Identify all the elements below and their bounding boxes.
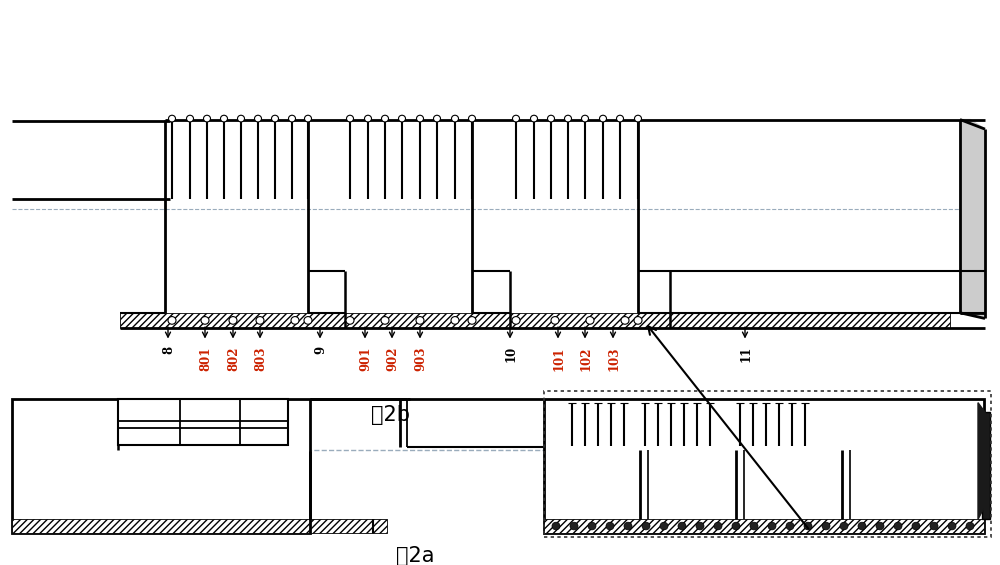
Circle shape (696, 522, 704, 530)
Bar (544, 399, 984, 533)
Circle shape (635, 115, 642, 122)
Circle shape (220, 115, 228, 122)
Circle shape (660, 522, 668, 530)
Circle shape (288, 115, 296, 122)
Circle shape (416, 316, 424, 324)
Circle shape (168, 316, 176, 324)
Circle shape (364, 115, 372, 122)
Circle shape (930, 522, 938, 530)
Polygon shape (978, 403, 985, 519)
Text: 图2a: 图2a (396, 546, 434, 565)
Text: 9: 9 (314, 346, 328, 354)
Text: 902: 902 (386, 346, 400, 371)
Circle shape (347, 115, 354, 122)
Circle shape (434, 115, 440, 122)
Circle shape (229, 316, 237, 324)
Bar (544, 391, 991, 537)
Circle shape (468, 316, 476, 324)
Circle shape (381, 316, 389, 324)
Circle shape (750, 522, 758, 530)
Circle shape (582, 115, 588, 122)
Circle shape (624, 522, 632, 530)
Circle shape (678, 522, 686, 530)
Circle shape (530, 115, 538, 122)
Circle shape (186, 115, 194, 122)
Circle shape (291, 316, 299, 324)
Circle shape (398, 115, 406, 122)
Text: 10: 10 (505, 346, 518, 363)
Circle shape (551, 316, 559, 324)
Circle shape (948, 522, 956, 530)
Circle shape (606, 522, 614, 530)
Circle shape (912, 522, 920, 530)
Text: 8: 8 (162, 346, 176, 354)
Bar (12, 399, 310, 533)
Circle shape (634, 316, 642, 324)
Text: 903: 903 (415, 346, 428, 371)
Text: 802: 802 (228, 346, 240, 371)
Circle shape (714, 522, 722, 530)
Circle shape (512, 316, 520, 324)
Circle shape (254, 115, 262, 122)
Circle shape (272, 115, 278, 122)
Circle shape (768, 522, 776, 530)
Circle shape (822, 522, 830, 530)
Bar (120, 313, 950, 328)
Circle shape (858, 522, 866, 530)
Circle shape (416, 115, 424, 122)
Circle shape (966, 522, 974, 530)
Circle shape (512, 115, 520, 122)
Circle shape (876, 522, 884, 530)
Bar (544, 519, 984, 533)
Bar (12, 519, 387, 533)
Circle shape (552, 522, 560, 530)
Circle shape (840, 522, 848, 530)
Circle shape (204, 115, 210, 122)
Circle shape (168, 115, 176, 122)
Text: 图2b: 图2b (370, 405, 410, 424)
Circle shape (304, 316, 312, 324)
Circle shape (616, 115, 624, 122)
Circle shape (564, 115, 572, 122)
Circle shape (304, 115, 312, 122)
Circle shape (382, 115, 388, 122)
Text: 901: 901 (360, 346, 372, 371)
Text: 103: 103 (608, 346, 620, 371)
Circle shape (804, 522, 812, 530)
Circle shape (238, 115, 244, 122)
Circle shape (642, 522, 650, 530)
Text: 101: 101 (552, 346, 566, 371)
Circle shape (451, 316, 459, 324)
Circle shape (346, 316, 354, 324)
Polygon shape (960, 120, 985, 319)
Circle shape (732, 522, 740, 530)
Circle shape (621, 316, 629, 324)
Circle shape (786, 522, 794, 530)
Bar (118, 399, 288, 445)
Text: 803: 803 (254, 346, 268, 371)
Circle shape (588, 522, 596, 530)
Bar (982, 412, 990, 519)
Circle shape (256, 316, 264, 324)
Circle shape (570, 522, 578, 530)
Circle shape (600, 115, 606, 122)
Circle shape (452, 115, 458, 122)
Circle shape (894, 522, 902, 530)
Circle shape (468, 115, 476, 122)
Circle shape (548, 115, 554, 122)
Circle shape (201, 316, 209, 324)
Text: 801: 801 (200, 346, 212, 371)
Text: 102: 102 (580, 346, 592, 371)
Text: 11: 11 (740, 346, 753, 363)
Circle shape (586, 316, 594, 324)
